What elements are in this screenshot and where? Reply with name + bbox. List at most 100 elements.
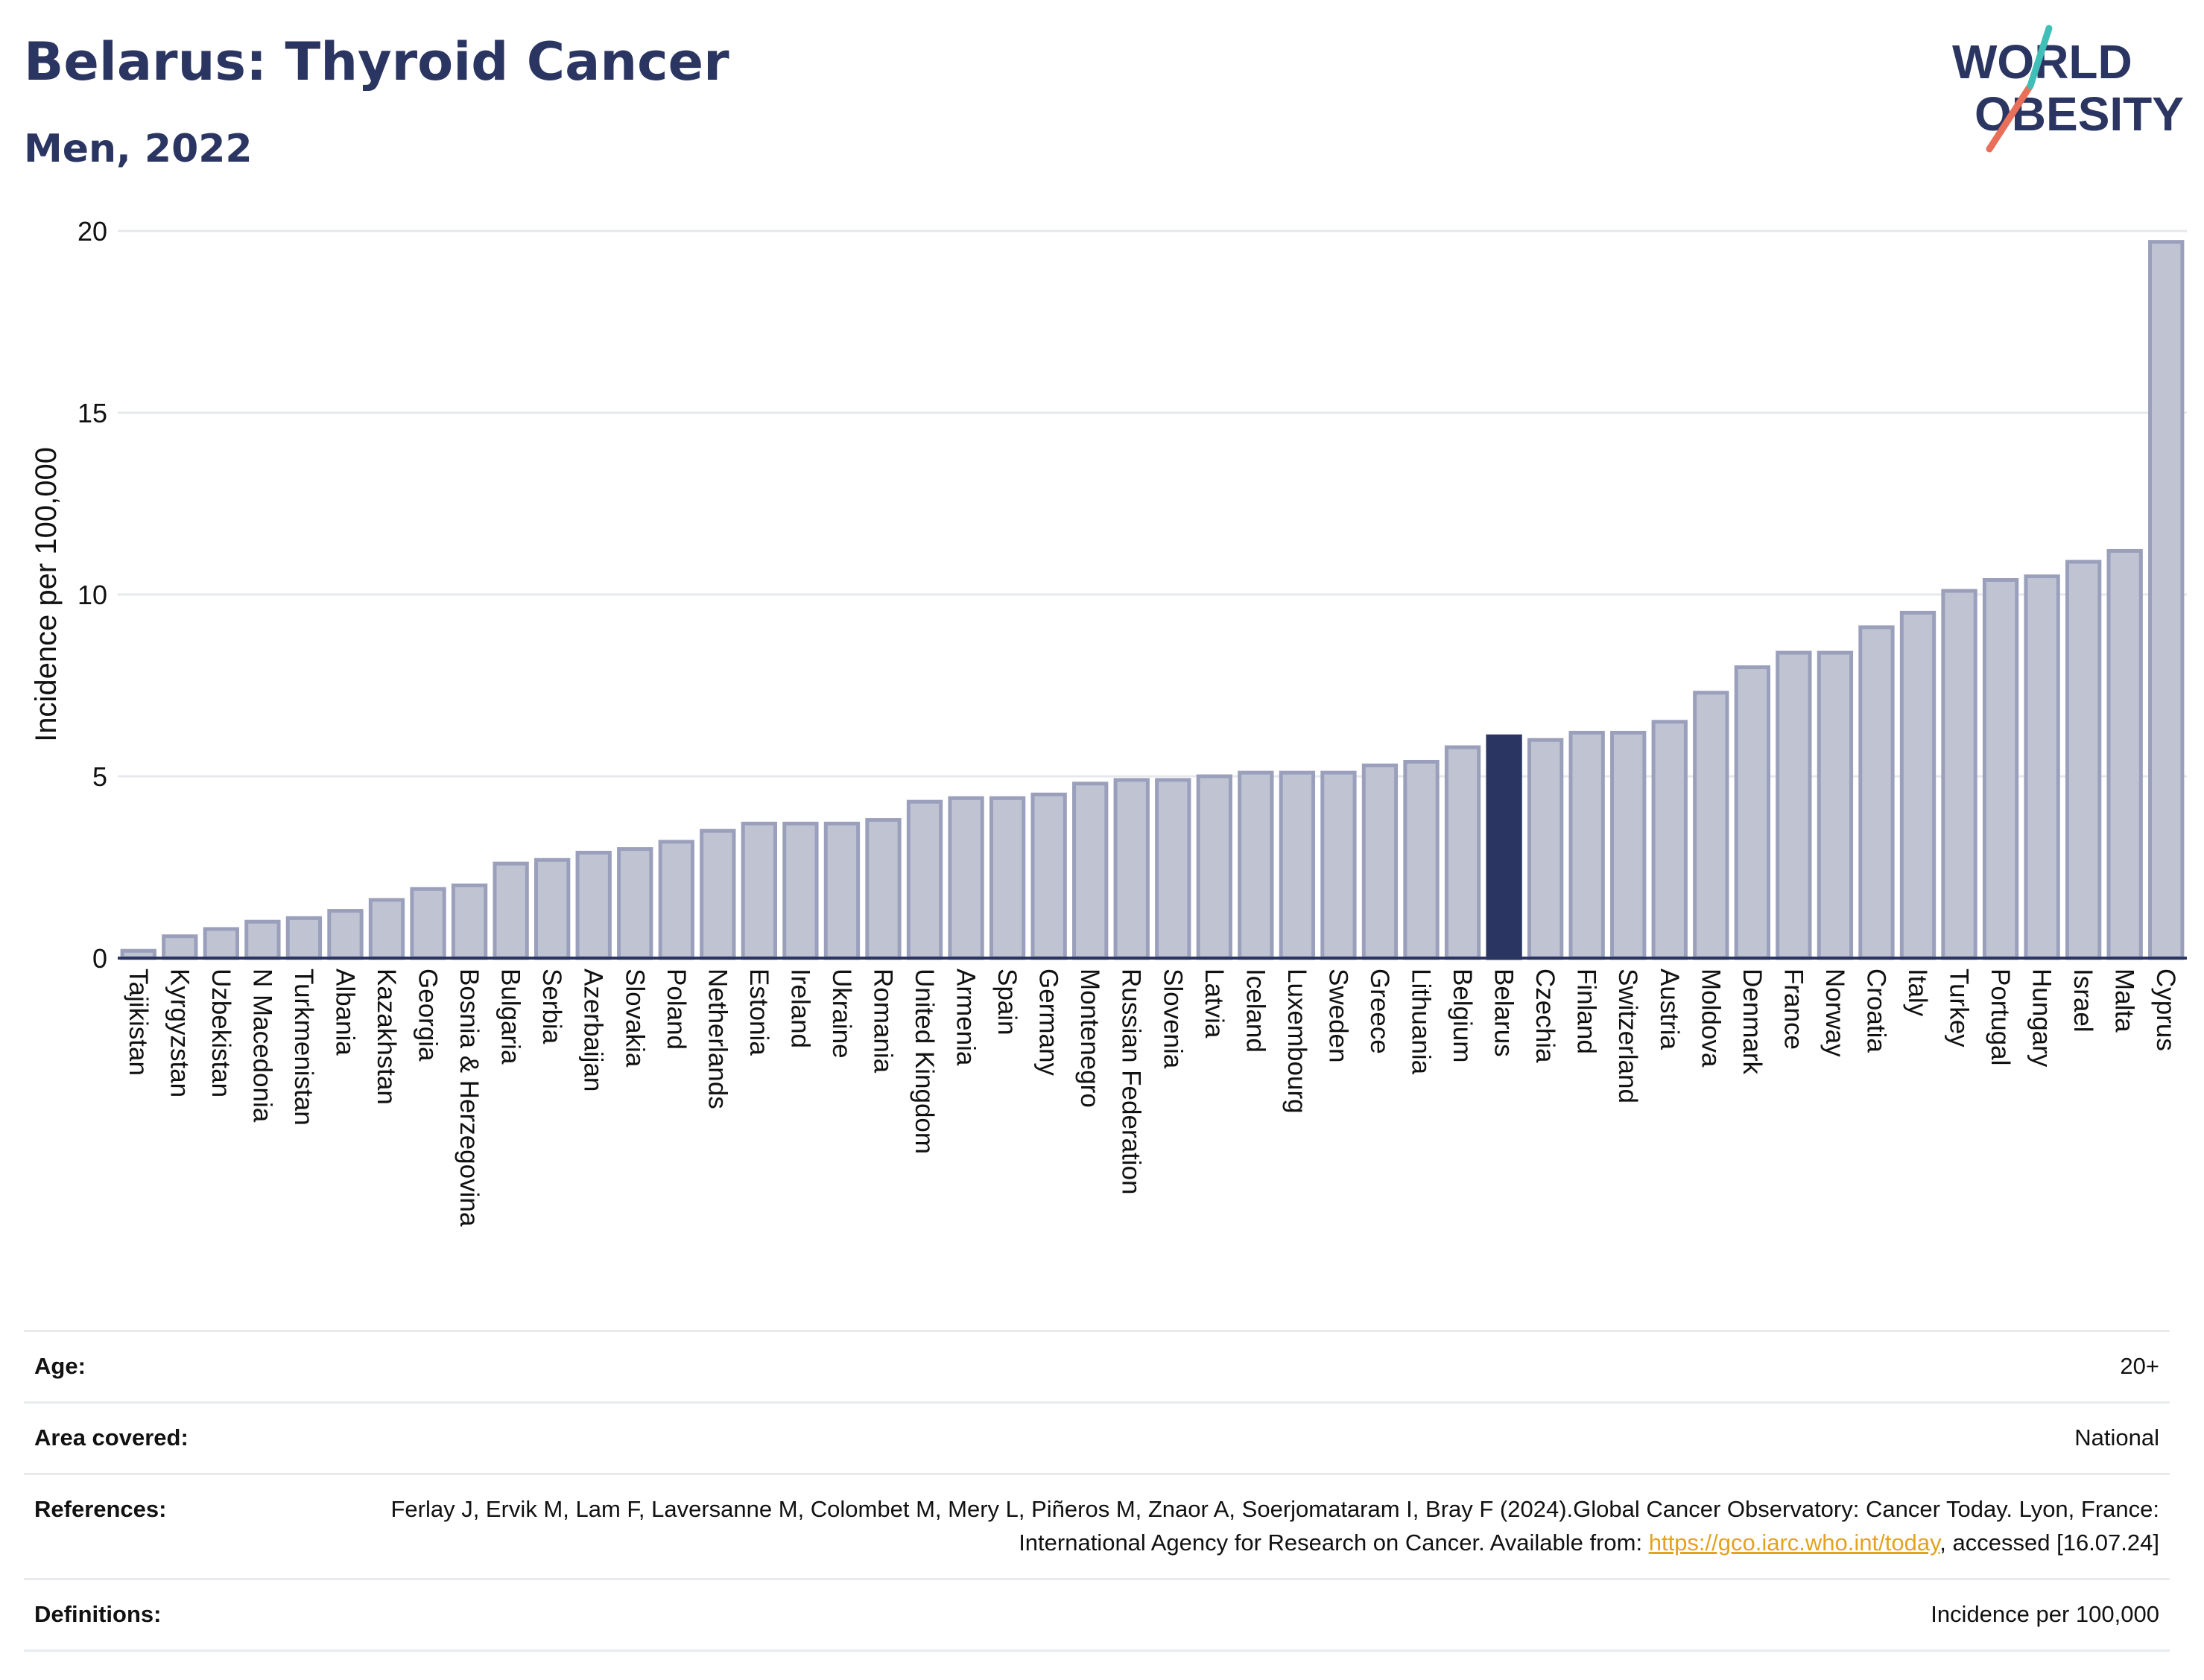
x-tick-label: Iceland xyxy=(1241,969,1270,1053)
y-tick-label: 0 xyxy=(92,943,107,974)
bar xyxy=(1734,665,1770,960)
x-tick-label: Lithuania xyxy=(1407,969,1436,1075)
bar xyxy=(368,898,405,960)
bar xyxy=(1155,778,1191,960)
x-tick-label: Germany xyxy=(1034,969,1063,1076)
y-tick-label: 20 xyxy=(77,216,107,247)
bar xyxy=(658,840,694,960)
bar xyxy=(1113,778,1150,960)
bar xyxy=(534,858,571,960)
x-tick-label: Slovakia xyxy=(620,969,649,1068)
bar xyxy=(1238,770,1274,960)
bar xyxy=(617,847,653,960)
bar xyxy=(1527,738,1564,960)
bar xyxy=(989,796,1026,960)
bar xyxy=(1279,770,1316,960)
x-tick-label: France xyxy=(1779,969,1808,1050)
references-link[interactable]: https://gco.iarc.who.int/today xyxy=(1648,1529,1940,1556)
x-tick-label: Italy xyxy=(1903,969,1932,1017)
x-tick-label: Estonia xyxy=(744,969,773,1056)
x-tick-label: Denmark xyxy=(1738,969,1767,1074)
x-tick-label: Austria xyxy=(1655,969,1684,1050)
bar xyxy=(2106,548,2143,960)
logo-slash-red xyxy=(1986,82,2034,153)
x-tick-label: Kyrgyzstan xyxy=(165,969,194,1097)
x-tick-label: Slovenia xyxy=(1158,969,1187,1069)
x-tick-label: Norway xyxy=(1820,969,1849,1057)
x-tick-label: Moldova xyxy=(1696,969,1725,1068)
meta-row-age: Age: 20+ xyxy=(24,1330,2170,1401)
bar xyxy=(1693,691,1729,960)
meta-row-definitions: Definitions: Incidence per 100,000 xyxy=(24,1577,2170,1652)
x-tick-label: Kazakhstan xyxy=(372,969,401,1105)
x-tick-label: Turkey xyxy=(1945,969,1974,1047)
age-label: Age: xyxy=(34,1353,86,1379)
bar xyxy=(2024,574,2060,960)
bar xyxy=(1196,774,1232,960)
x-tick-label: Romania xyxy=(868,969,897,1074)
bar xyxy=(2148,240,2185,960)
bar xyxy=(1403,759,1440,960)
references-label: References: xyxy=(34,1495,167,1522)
bar xyxy=(451,883,488,960)
bar xyxy=(1568,730,1605,960)
bar xyxy=(1899,610,1937,960)
bar xyxy=(700,828,736,960)
metadata-table: Age: 20+ Area covered: National Referenc… xyxy=(24,1330,2170,1652)
bar-highlight xyxy=(1486,734,1522,960)
age-value: 20+ xyxy=(2120,1353,2159,1379)
bar xyxy=(244,919,281,960)
x-tick-label: Cyprus xyxy=(2151,969,2180,1051)
references-accessed: , accessed [16.07.24] xyxy=(1939,1529,2159,1556)
area-label: Area covered: xyxy=(34,1424,189,1451)
x-tick-label: Czechia xyxy=(1530,969,1559,1063)
references-text: Ferlay J, Ervik M, Lam F, Laversanne M, … xyxy=(390,1495,2159,1556)
bar xyxy=(1444,745,1481,960)
x-tick-label: Croatia xyxy=(1861,969,1890,1053)
x-tick-label: Spain xyxy=(992,969,1022,1036)
x-tick-label: Hungary xyxy=(2027,969,2056,1068)
x-tick-label: Tajikistan xyxy=(124,969,153,1076)
area-value: National xyxy=(2074,1424,2159,1451)
bar xyxy=(1072,782,1109,960)
bar xyxy=(865,818,902,960)
world-obesity-logo: WORLD OBESITY xyxy=(1952,25,2184,153)
bar xyxy=(1320,770,1357,960)
bar-chart: 0 5 10 15 20 Incidence per 100,000 Tajikistan K… xyxy=(30,216,2187,1227)
x-tick-label: Belgium xyxy=(1448,969,1477,1062)
x-tick-label: Armenia xyxy=(951,969,981,1066)
bar xyxy=(575,850,612,960)
bar xyxy=(1941,589,1977,960)
x-tick-label: Azerbaijan xyxy=(579,969,608,1091)
bar xyxy=(1361,763,1399,960)
x-tick-label: Greece xyxy=(1365,969,1394,1054)
bar xyxy=(1817,650,1854,960)
bar xyxy=(1651,720,1688,960)
x-tick-label: Bulgaria xyxy=(496,969,525,1065)
bar xyxy=(2065,560,2102,960)
bar xyxy=(948,796,984,960)
x-tick-label: Switzerland xyxy=(1613,969,1642,1103)
x-tick-label: Israel xyxy=(2068,969,2097,1033)
bar xyxy=(1776,650,1812,960)
x-tick-label: Ukraine xyxy=(827,969,856,1059)
bar xyxy=(823,821,861,960)
x-tick-label: Latvia xyxy=(1200,969,1229,1039)
bar xyxy=(741,821,778,960)
bar xyxy=(203,927,240,960)
bar xyxy=(162,934,198,960)
x-tick-label: Uzbekistan xyxy=(206,969,235,1097)
bar xyxy=(410,887,446,960)
page-subtitle: Men, 2022 xyxy=(24,127,253,171)
bar xyxy=(1982,577,2019,960)
bar xyxy=(493,861,529,960)
y-tick-label: 10 xyxy=(77,580,107,610)
x-tick-label: Finland xyxy=(1572,969,1601,1054)
logo-slash-teal xyxy=(2027,25,2053,89)
x-tick-label: Albania xyxy=(330,969,359,1056)
x-tick-label: Malta xyxy=(2110,969,2139,1033)
bar xyxy=(327,909,364,960)
x-tick-label: Ireland xyxy=(785,969,814,1048)
bar xyxy=(285,916,323,960)
x-tick-label: Luxembourg xyxy=(1282,969,1311,1114)
